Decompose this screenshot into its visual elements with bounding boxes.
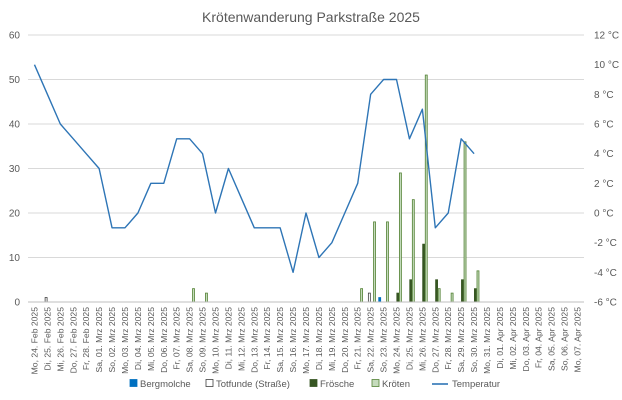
bar-kröten xyxy=(398,172,402,303)
bar-kröten xyxy=(437,288,441,303)
y-tick-label: 60 xyxy=(9,31,21,42)
bar-kröten xyxy=(450,292,454,303)
x-tick-label: Fr, 07. Mrz 2025 xyxy=(172,307,182,370)
x-tick-label: Sa, 29. Mrz 2025 xyxy=(456,307,466,373)
y-tick-label: 0 xyxy=(14,298,20,309)
bar-kröten xyxy=(424,74,428,303)
bar-totfunde-straße- xyxy=(367,292,371,303)
legend-swatch-totfunde-straße- xyxy=(205,379,214,387)
y2-tick-label: 6 °C xyxy=(594,120,614,131)
x-tick-label: Di, 01. Apr 2025 xyxy=(495,307,505,369)
bar-bergmolche xyxy=(378,297,382,303)
x-tick-label: So, 02. Mrz 2025 xyxy=(107,307,117,373)
x-tick-label: Do, 20. Mrz 2025 xyxy=(340,307,350,373)
x-tick-label: Di, 18. Mrz 2025 xyxy=(314,307,324,370)
y-tick-label: 30 xyxy=(9,164,21,175)
x-tick-label: Sa, 22. Mrz 2025 xyxy=(366,307,376,373)
x-tick-label: So, 16. Mrz 2025 xyxy=(288,307,298,373)
x-tick-label: Di, 11. Mrz 2025 xyxy=(223,307,233,370)
bar-kröten xyxy=(373,221,376,303)
legend-swatch-kröten xyxy=(371,379,380,387)
y2-tick-label: 10 °C xyxy=(594,60,619,71)
x-tick-label: Mi, 12. Mrz 2025 xyxy=(236,307,246,371)
legend-swatch-frösche xyxy=(309,379,318,387)
bar-frösche xyxy=(435,279,438,303)
y-tick-label: 10 xyxy=(9,253,21,264)
x-tick-label: Mo, 31. Mrz 2025 xyxy=(482,307,492,374)
x-tick-label: Sa, 05. Apr 2025 xyxy=(547,307,557,371)
x-tick-label: Di, 25. Mrz 2025 xyxy=(404,307,414,370)
x-tick-label: Fr, 28. Mrz 2025 xyxy=(443,307,453,370)
legend-swatch-bergmolche xyxy=(129,379,138,387)
y2-tick-label: -6 °C xyxy=(594,298,617,309)
y2-tick-label: 4 °C xyxy=(594,149,614,160)
x-tick-label: Sa, 01. Mrz 2025 xyxy=(94,307,104,373)
y2-tick-label: -4 °C xyxy=(594,268,617,279)
x-tick-label: Do, 13. Mrz 2025 xyxy=(249,307,259,373)
bar-kröten xyxy=(360,288,363,303)
x-tick-label: Do, 27. Feb 2025 xyxy=(68,307,78,374)
x-tick-label: Mi, 05. Mrz 2025 xyxy=(146,307,156,371)
legend-label-kröten: Kröten xyxy=(382,379,410,390)
x-tick-label: Mi, 26. Feb 2025 xyxy=(55,307,65,372)
x-tick-label: So, 23. Mrz 2025 xyxy=(379,307,389,373)
legend-label-temperatur: Temperatur xyxy=(452,379,500,390)
bar-frösche xyxy=(396,292,400,303)
bar-kröten xyxy=(463,141,467,303)
x-tick-label: Mi, 02. Apr 2025 xyxy=(508,307,518,370)
bar-totfunde-straße- xyxy=(44,297,48,303)
x-tick-label: Fr, 28. Feb 2025 xyxy=(81,307,91,370)
legend-label-frösche: Frösche xyxy=(320,379,354,390)
x-tick-label: Sa, 15. Mrz 2025 xyxy=(275,307,285,373)
x-tick-label: Do, 06. Mrz 2025 xyxy=(159,307,169,373)
x-tick-label: Do, 03. Apr 2025 xyxy=(521,307,531,372)
x-tick-label: Fr, 04. Apr 2025 xyxy=(534,307,544,368)
x-tick-label: Di, 04. Mrz 2025 xyxy=(133,307,143,370)
bar-kröten xyxy=(205,292,208,303)
x-tick-label: Mo, 24. Feb 2025 xyxy=(29,307,39,375)
bar-frösche xyxy=(461,279,464,303)
y-tick-label: 20 xyxy=(9,209,21,220)
x-tick-label: Fr, 21. Mrz 2025 xyxy=(353,307,363,370)
y2-tick-label: 12 °C xyxy=(594,31,619,42)
legend-label-totfunde-straße-: Totfunde (Straße) xyxy=(216,379,290,390)
y-tick-label: 40 xyxy=(9,120,21,131)
x-tick-label: So, 09. Mrz 2025 xyxy=(198,307,208,373)
x-tick-label: Di, 25. Feb 2025 xyxy=(42,307,52,371)
y2-tick-label: 0 °C xyxy=(594,209,614,220)
bar-kröten xyxy=(192,288,195,303)
x-tick-label: Mo, 17. Mrz 2025 xyxy=(301,307,311,374)
y2-tick-label: 2 °C xyxy=(594,179,614,190)
x-tick-label: Mo, 10. Mrz 2025 xyxy=(210,307,220,374)
bar-frösche xyxy=(422,243,426,303)
x-tick-label: So, 06. Apr 2025 xyxy=(560,307,570,371)
bar-kröten xyxy=(411,199,415,303)
x-tick-label: Mo, 03. Mrz 2025 xyxy=(120,307,130,374)
y-tick-label: 50 xyxy=(9,75,21,86)
y2-tick-label: -2 °C xyxy=(594,238,617,249)
temperature-line-layer xyxy=(33,64,475,274)
axes: 0 10 20 30 40 50 60 -6 °C -4 °C -2 °C 0 °C 2 °C 4 °C… xyxy=(9,31,619,375)
bar-frösche xyxy=(473,288,477,303)
bar-kröten xyxy=(386,221,389,303)
x-tick-label: Mi, 26. Mrz 2025 xyxy=(417,307,427,371)
bar-frösche xyxy=(409,279,413,303)
x-tick-label: Do, 27. Mrz 2025 xyxy=(430,307,440,373)
bars xyxy=(44,74,480,303)
legend-label-bergmolche: Bergmolche xyxy=(140,379,191,390)
y2-tick-label: 8 °C xyxy=(594,90,614,101)
x-tick-label: Fr, 14. Mrz 2025 xyxy=(262,307,272,370)
temperature-line xyxy=(33,64,475,274)
chart-title: Krötenwanderung Parkstraße 2025 xyxy=(202,9,420,25)
x-tick-label: Mi, 19. Mrz 2025 xyxy=(327,307,337,371)
bar-kröten xyxy=(476,270,480,303)
x-tick-label: Mo, 07. Apr 2025 xyxy=(573,307,583,373)
x-tick-label: Sa, 08. Mrz 2025 xyxy=(185,307,195,373)
x-tick-label: Mo, 24. Mrz 2025 xyxy=(392,307,402,374)
x-tick-label: So, 30. Mrz 2025 xyxy=(469,307,479,373)
legend: Bergmolche Totfunde (Straße) Frösche Kröten… xyxy=(129,379,500,390)
